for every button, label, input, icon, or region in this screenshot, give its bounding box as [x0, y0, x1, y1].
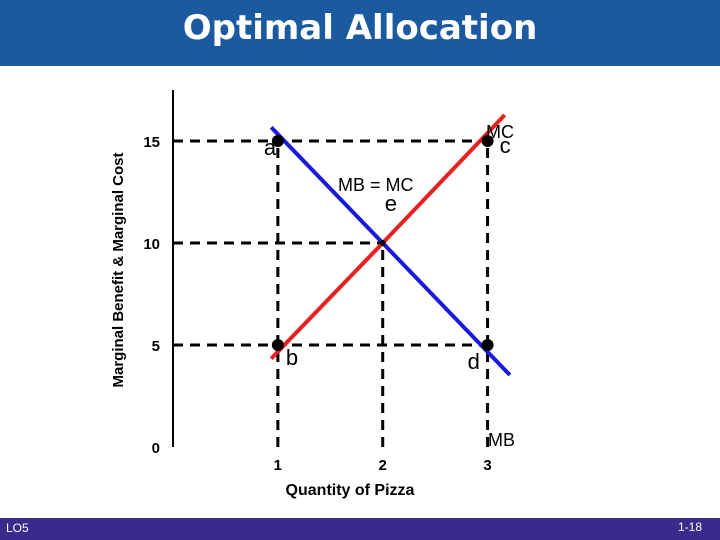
x-axis-label: Quantity of Pizza [286, 482, 415, 499]
point-label-c: c [500, 133, 511, 158]
y-axis-label: Marginal Benefit & Marginal Cost [110, 152, 127, 387]
y-tick-label-5: 5 [152, 338, 160, 355]
page-title: Optimal Allocation [182, 8, 538, 48]
x-tick-label-3: 3 [483, 457, 491, 474]
point-e [379, 240, 386, 246]
point-b [271, 339, 284, 351]
x-tick-label-2: 2 [379, 457, 387, 474]
footer-bar: LO5 1-18 [0, 518, 720, 540]
annotation-mb-equals-mc: MB = MC [338, 175, 414, 195]
point-label-d: d [468, 349, 480, 374]
point-label-a: a [264, 135, 277, 160]
series-label-mb: MB [488, 430, 515, 450]
y-tick-label-15: 15 [143, 134, 160, 151]
title-bar [0, 0, 720, 66]
slide-number: 1-18 [677, 520, 702, 534]
series-line-mb [269, 125, 512, 377]
point-a [271, 135, 284, 147]
point-label-e: e [385, 191, 397, 216]
point-label-b: b [286, 345, 298, 370]
point-c [481, 135, 494, 147]
series-label-mc: MC [486, 122, 514, 142]
series-line-mc [269, 113, 507, 361]
point-d [481, 339, 494, 351]
footer-learning-objective: LO5 [6, 521, 29, 535]
y-tick-label-0: 0 [152, 440, 160, 457]
x-tick-label-1: 1 [274, 457, 282, 474]
y-tick-label-10: 10 [143, 236, 160, 253]
